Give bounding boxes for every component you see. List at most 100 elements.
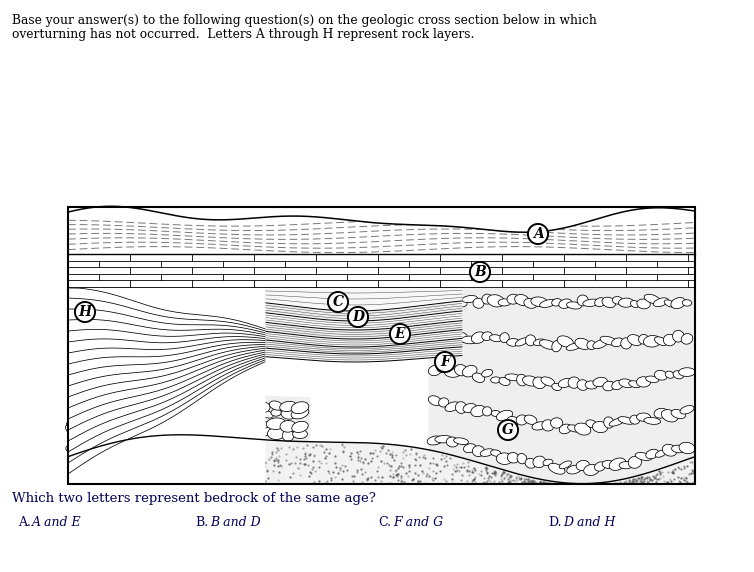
Ellipse shape — [664, 334, 676, 345]
Ellipse shape — [233, 427, 247, 437]
Ellipse shape — [515, 295, 529, 305]
Ellipse shape — [524, 415, 537, 424]
Ellipse shape — [470, 406, 486, 416]
Ellipse shape — [210, 413, 223, 423]
Ellipse shape — [483, 407, 492, 416]
Ellipse shape — [679, 368, 695, 376]
Ellipse shape — [680, 406, 694, 414]
Ellipse shape — [147, 395, 167, 406]
Ellipse shape — [665, 371, 674, 378]
Ellipse shape — [611, 380, 624, 390]
Ellipse shape — [76, 410, 93, 423]
Ellipse shape — [557, 336, 574, 347]
Ellipse shape — [455, 402, 467, 414]
Ellipse shape — [517, 454, 527, 464]
Ellipse shape — [91, 426, 103, 434]
Ellipse shape — [550, 418, 562, 428]
Ellipse shape — [78, 438, 93, 447]
Ellipse shape — [445, 402, 460, 411]
Ellipse shape — [435, 435, 452, 443]
Ellipse shape — [199, 414, 210, 422]
Text: A.: A. — [18, 515, 31, 529]
Ellipse shape — [259, 403, 270, 412]
Ellipse shape — [428, 396, 442, 406]
Ellipse shape — [618, 298, 634, 307]
Ellipse shape — [428, 296, 441, 308]
Ellipse shape — [644, 418, 661, 424]
Ellipse shape — [256, 422, 272, 428]
Ellipse shape — [619, 462, 633, 469]
Ellipse shape — [79, 420, 90, 431]
Ellipse shape — [223, 406, 234, 414]
Ellipse shape — [472, 373, 485, 383]
Ellipse shape — [209, 403, 224, 412]
Ellipse shape — [584, 464, 599, 475]
Ellipse shape — [291, 408, 309, 419]
Text: B and D: B and D — [210, 515, 261, 529]
Ellipse shape — [673, 331, 684, 342]
Ellipse shape — [643, 336, 661, 347]
Ellipse shape — [114, 430, 128, 442]
Ellipse shape — [543, 459, 553, 466]
Text: F and G: F and G — [393, 515, 443, 529]
Ellipse shape — [174, 424, 187, 432]
Ellipse shape — [609, 458, 626, 470]
Ellipse shape — [172, 395, 189, 404]
Ellipse shape — [585, 381, 598, 389]
Ellipse shape — [491, 377, 501, 383]
Ellipse shape — [482, 370, 492, 377]
Ellipse shape — [583, 299, 600, 307]
Ellipse shape — [526, 335, 536, 346]
Ellipse shape — [500, 333, 509, 343]
Ellipse shape — [566, 343, 582, 351]
Ellipse shape — [672, 445, 685, 453]
Ellipse shape — [491, 411, 501, 416]
Ellipse shape — [115, 418, 127, 428]
Text: A: A — [532, 227, 544, 241]
Ellipse shape — [292, 422, 308, 432]
Ellipse shape — [151, 424, 162, 435]
Ellipse shape — [661, 410, 678, 422]
Ellipse shape — [197, 404, 212, 415]
Ellipse shape — [135, 405, 155, 414]
Ellipse shape — [247, 400, 258, 406]
Ellipse shape — [533, 377, 546, 388]
Ellipse shape — [539, 340, 556, 349]
Ellipse shape — [186, 404, 198, 411]
Ellipse shape — [446, 330, 459, 340]
Ellipse shape — [541, 377, 555, 386]
Ellipse shape — [291, 402, 309, 414]
Ellipse shape — [575, 338, 590, 349]
Ellipse shape — [473, 298, 484, 308]
Ellipse shape — [471, 332, 486, 343]
Ellipse shape — [247, 427, 258, 435]
Ellipse shape — [103, 412, 115, 422]
Ellipse shape — [507, 294, 520, 304]
Ellipse shape — [269, 401, 283, 410]
Ellipse shape — [90, 416, 103, 427]
Ellipse shape — [499, 378, 510, 386]
Ellipse shape — [575, 423, 591, 435]
Ellipse shape — [612, 296, 623, 304]
Ellipse shape — [587, 341, 596, 349]
Ellipse shape — [540, 300, 556, 308]
Ellipse shape — [542, 420, 554, 431]
Ellipse shape — [636, 413, 651, 421]
Ellipse shape — [533, 456, 546, 467]
Text: overturning has not occurred.  Letters A through H represent rock layers.: overturning has not occurred. Letters A … — [12, 28, 474, 41]
Ellipse shape — [662, 444, 677, 456]
Ellipse shape — [525, 458, 536, 468]
Ellipse shape — [558, 379, 572, 388]
Ellipse shape — [138, 424, 152, 433]
Ellipse shape — [112, 403, 130, 412]
Text: H: H — [78, 305, 91, 319]
Ellipse shape — [199, 399, 210, 406]
Ellipse shape — [609, 418, 626, 426]
Text: Which two letters represent bedrock of the same age?: Which two letters represent bedrock of t… — [12, 492, 376, 505]
Text: C.: C. — [378, 515, 391, 529]
Ellipse shape — [679, 442, 695, 454]
Ellipse shape — [220, 424, 236, 436]
Ellipse shape — [88, 408, 106, 419]
Ellipse shape — [635, 452, 652, 460]
Ellipse shape — [566, 302, 581, 309]
